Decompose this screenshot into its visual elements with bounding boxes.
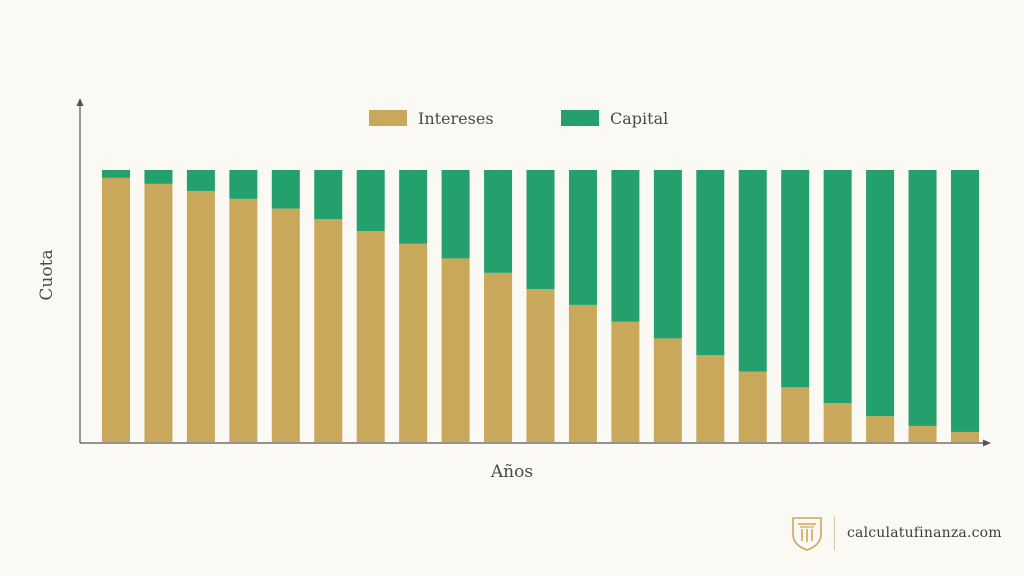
bar-capital-8 (399, 170, 428, 244)
bar-intereses-18 (823, 403, 852, 442)
x-axis-label: Años (490, 462, 533, 482)
bar-capital-3 (186, 170, 215, 191)
bar-capital-4 (229, 170, 258, 199)
bar-intereses-1 (102, 177, 130, 442)
bar-intereses-13 (611, 321, 640, 442)
bar-intereses-21 (951, 431, 979, 442)
bar-capital-1 (102, 170, 130, 178)
bar-capital-10 (484, 170, 513, 273)
brand-footer: calculatufinanza.com (790, 514, 1002, 552)
bar-intereses-15 (696, 355, 725, 442)
bar-capital-5 (271, 170, 300, 209)
bar-intereses-10 (484, 272, 513, 442)
legend-label-capital: Capital (610, 109, 668, 128)
legend-swatch-intereses (369, 110, 407, 126)
bar-intereses-17 (781, 387, 810, 442)
y-axis-label: Cuota (37, 249, 57, 300)
bar-intereses-11 (526, 289, 555, 442)
bar-capital-2 (144, 170, 173, 184)
bar-capital-17 (781, 170, 810, 388)
bar-capital-11 (526, 170, 555, 290)
bar-capital-13 (611, 170, 640, 322)
bar-intereses-5 (271, 208, 300, 442)
bar-intereses-2 (144, 183, 173, 442)
bar-capital-18 (823, 170, 852, 404)
bar-intereses-7 (356, 231, 385, 442)
bar-intereses-9 (441, 258, 470, 442)
bar-capital-19 (866, 170, 895, 417)
bar-capital-20 (908, 170, 937, 426)
bar-capital-7 (356, 170, 385, 232)
brand-divider (834, 516, 835, 550)
bar-intereses-12 (568, 304, 597, 442)
x-axis-arrow-icon (983, 439, 991, 447)
bar-intereses-8 (399, 243, 428, 442)
bar-capital-12 (568, 170, 597, 305)
bar-intereses-6 (314, 219, 343, 442)
legend: Intereses Capital (369, 109, 668, 128)
y-axis-arrow-icon (76, 98, 84, 106)
bar-capital-9 (441, 170, 470, 259)
bar-intereses-16 (738, 371, 767, 442)
legend-swatch-capital (561, 110, 599, 126)
bar-intereses-19 (866, 416, 895, 442)
bar-intereses-14 (653, 338, 682, 442)
bar-intereses-20 (908, 425, 937, 442)
bar-capital-14 (653, 170, 682, 339)
bars-group (102, 170, 979, 442)
brand-name: calculatufinanza.com (847, 525, 1002, 541)
bar-intereses-4 (229, 198, 258, 442)
pillar-shield-icon (792, 517, 822, 551)
legend-label-intereses: Intereses (418, 109, 494, 128)
bar-intereses-3 (186, 190, 215, 442)
bar-capital-15 (696, 170, 725, 356)
bar-capital-16 (738, 170, 767, 372)
bar-capital-6 (314, 170, 343, 220)
bar-capital-21 (951, 170, 979, 432)
